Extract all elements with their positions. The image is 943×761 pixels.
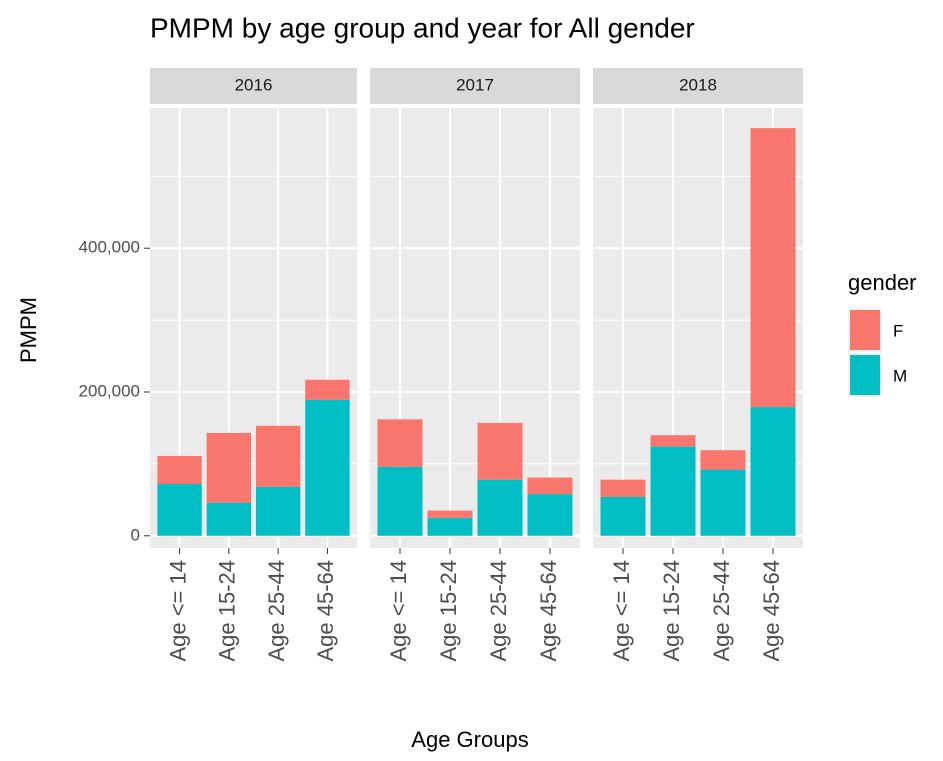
- bar: [305, 399, 350, 536]
- bar: [157, 455, 202, 485]
- bar: [650, 446, 696, 536]
- x-tick-label: Age 25-44: [264, 560, 289, 662]
- bar: [157, 484, 202, 536]
- facet-label: 2017: [456, 75, 494, 94]
- x-tick-label: Age <= 14: [386, 560, 411, 662]
- bar: [750, 407, 796, 536]
- bar: [650, 435, 696, 447]
- x-tick-label: Age 45-64: [313, 560, 338, 662]
- bar: [477, 479, 523, 536]
- facet-label: 2016: [235, 75, 273, 94]
- bar: [600, 496, 646, 536]
- facet-strip: [370, 68, 580, 104]
- x-axis-label: Age Groups: [411, 727, 528, 752]
- bar: [255, 486, 301, 536]
- facet-strip: [593, 68, 803, 104]
- x-tick-label: Age 45-64: [759, 560, 784, 662]
- bar: [527, 477, 573, 495]
- bar: [600, 479, 646, 497]
- bar: [750, 128, 796, 408]
- facet-strip: [150, 68, 357, 104]
- x-tick-label: Age 45-64: [536, 560, 561, 662]
- facet-label: 2018: [679, 75, 717, 94]
- x-tick-label: Age <= 14: [165, 560, 190, 662]
- bar: [477, 422, 523, 480]
- bar: [377, 419, 423, 467]
- legend-swatch: [850, 310, 880, 350]
- legend-label: M: [893, 366, 907, 385]
- x-tick-label: Age 15-24: [215, 560, 240, 662]
- y-tick-label: 400,000: [79, 238, 140, 257]
- legend-title: gender: [848, 270, 917, 295]
- y-axis-label: PMPM: [16, 297, 41, 363]
- bar: [427, 517, 473, 536]
- bar: [206, 432, 252, 503]
- bar: [255, 425, 301, 487]
- x-tick-label: Age 25-44: [486, 560, 511, 662]
- legend-label: F: [893, 321, 903, 340]
- y-tick-label: 200,000: [79, 381, 140, 400]
- x-tick-label: Age 15-24: [436, 560, 461, 662]
- x-tick-label: Age <= 14: [609, 560, 634, 662]
- bar: [427, 510, 473, 518]
- bar: [700, 450, 746, 470]
- bar: [527, 494, 573, 536]
- chart-title: PMPM by age group and year for All gende…: [150, 12, 695, 43]
- bar: [206, 502, 252, 536]
- y-tick-label: 0: [131, 525, 140, 544]
- x-tick-label: Age 25-44: [709, 560, 734, 662]
- x-tick-label: Age 15-24: [659, 560, 684, 662]
- bar: [700, 469, 746, 536]
- legend-swatch: [850, 355, 880, 395]
- bar: [377, 466, 423, 536]
- bar: [305, 379, 350, 400]
